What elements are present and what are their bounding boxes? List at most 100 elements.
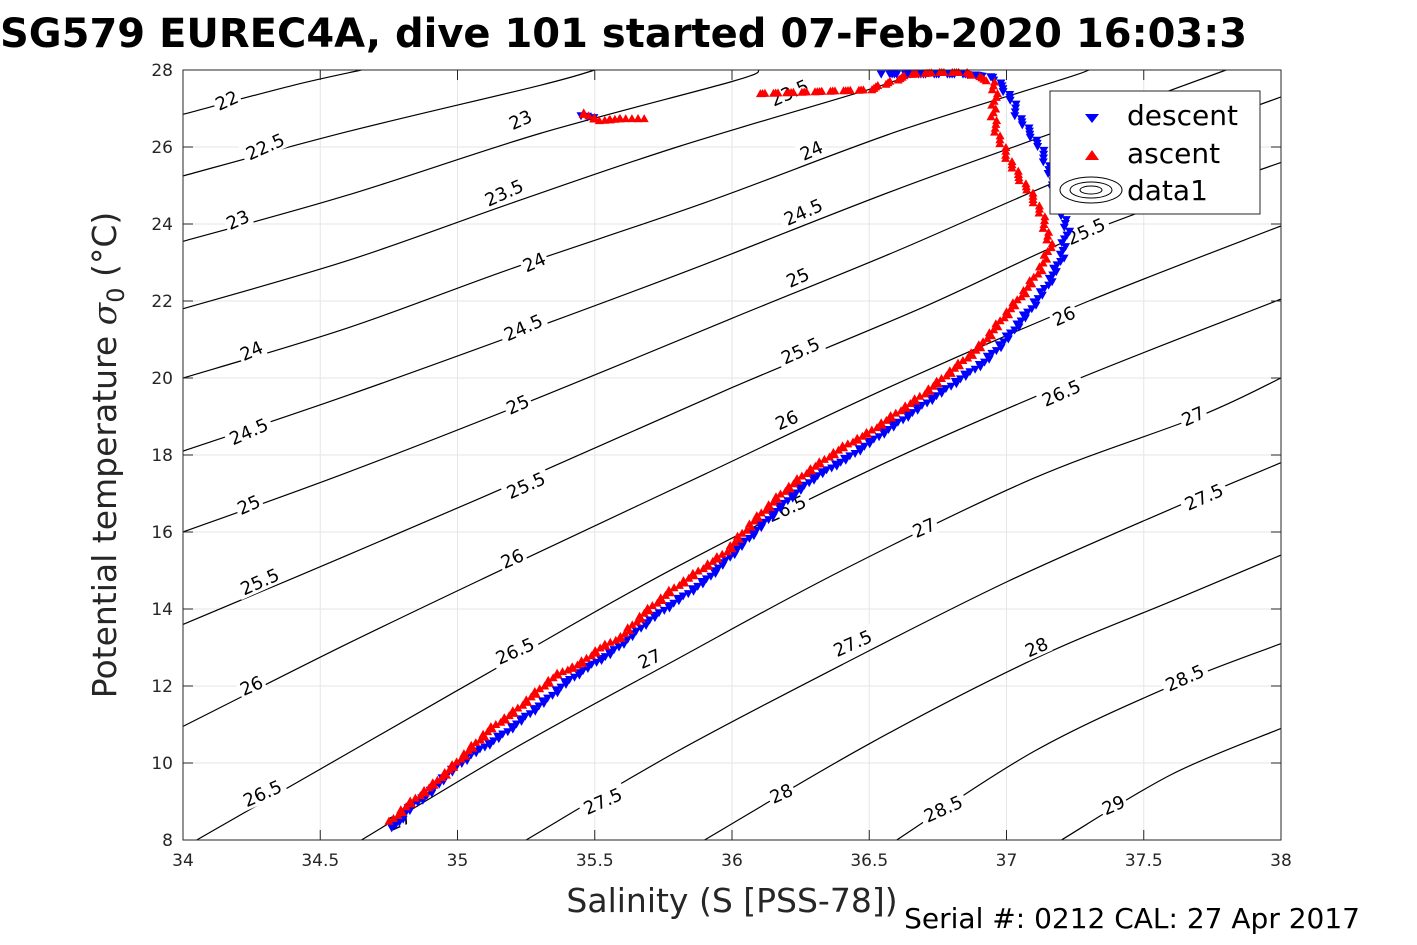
ascent-marker — [708, 556, 718, 565]
y-tick-label: 10 — [151, 754, 173, 774]
descent-marker — [744, 534, 754, 543]
ascent-marker — [915, 391, 925, 400]
ascent-marker — [496, 717, 506, 726]
descent-marker — [922, 399, 932, 408]
descent-marker — [822, 466, 832, 475]
descent-marker — [551, 686, 561, 695]
ascent-marker — [615, 114, 624, 123]
ascent-marker — [1019, 286, 1028, 294]
ascent-marker — [419, 785, 429, 794]
ascent-marker — [518, 700, 528, 709]
ascent-marker — [828, 447, 838, 456]
descent-marker — [631, 627, 641, 636]
descent-marker — [493, 732, 503, 741]
descent-marker — [783, 497, 793, 506]
descent-marker — [1006, 329, 1015, 338]
y-tick-label: 8 — [162, 831, 173, 851]
ascent-marker — [396, 805, 406, 814]
ascent-marker — [688, 568, 698, 577]
ascent-marker — [755, 89, 765, 98]
descent-marker — [645, 616, 655, 625]
descent-marker — [600, 653, 610, 662]
ascent-marker — [932, 376, 942, 385]
ascent-marker — [1007, 157, 1017, 166]
ascent-marker — [974, 340, 984, 349]
isopycnal-label-bg — [499, 465, 552, 504]
descent-marker — [965, 368, 975, 377]
descent-marker — [609, 646, 619, 655]
ascent-marker — [789, 479, 799, 488]
ascent-marker — [814, 457, 824, 466]
ascent-marker — [995, 131, 1005, 140]
ascent-marker — [737, 528, 747, 537]
ascent-marker — [989, 325, 999, 334]
descent-marker — [874, 433, 884, 442]
ascent-marker — [669, 583, 679, 592]
isopycnal-label-bg — [238, 127, 291, 165]
descent-marker — [480, 743, 490, 752]
descent-marker — [831, 460, 841, 469]
descent-marker — [669, 599, 679, 608]
ascent-marker — [802, 469, 812, 477]
ascent-marker — [999, 313, 1009, 322]
ascent-marker — [627, 620, 637, 629]
ascent-marker — [941, 371, 951, 380]
ascent-marker — [499, 713, 509, 722]
y-tick-label: 16 — [151, 523, 173, 543]
ascent-marker — [661, 590, 670, 599]
ascent-marker — [744, 519, 754, 528]
isopycnal-label-bg — [236, 773, 289, 812]
ascent-marker — [424, 783, 434, 792]
descent-marker — [595, 655, 605, 663]
ascent-marker — [1008, 298, 1018, 307]
ascent-marker — [742, 525, 752, 534]
descent-marker — [614, 643, 624, 652]
x-tick-label: 38 — [1270, 851, 1292, 871]
ascent-marker — [623, 623, 633, 632]
isopycnal-line-22 — [182, 69, 362, 115]
descent-marker — [941, 385, 951, 394]
descent-marker — [982, 352, 992, 361]
ascent-marker — [825, 452, 834, 461]
ascent-marker — [587, 651, 596, 660]
descent-marker — [1005, 91, 1015, 99]
descent-marker — [850, 450, 860, 458]
descent-marker — [659, 606, 669, 615]
ascent-marker — [993, 89, 1002, 98]
ascent-marker — [867, 425, 877, 434]
ascent-marker — [978, 337, 988, 346]
ascent-marker — [761, 505, 771, 514]
isopycnal-label-bg — [632, 643, 666, 673]
descent-marker — [693, 582, 703, 591]
x-tick-label: 35.5 — [576, 851, 614, 871]
descent-marker — [636, 624, 646, 633]
descent-marker — [885, 70, 895, 79]
isopycnal-label-bg — [1158, 658, 1211, 697]
descent-marker — [1032, 136, 1042, 145]
y-axis-ticks: 8 10 12 14 16 18 20 22 24 26 28 — [151, 61, 1281, 851]
ascent-marker — [415, 791, 425, 800]
ascent-marker — [543, 675, 553, 684]
descent-marker — [578, 667, 588, 676]
isopycnal-label-bg — [232, 489, 265, 519]
ascent-marker — [1016, 292, 1026, 301]
y-tick-label: 14 — [151, 600, 173, 620]
descent-marker — [512, 720, 521, 729]
ascent-marker — [1002, 307, 1011, 316]
descent-marker — [534, 702, 544, 711]
y-axis-label-subscript: 0 — [102, 287, 130, 302]
ascent-marker — [466, 740, 476, 749]
x-tick-label: 34.5 — [301, 851, 339, 871]
descent-marker — [764, 516, 774, 525]
ascent-marker — [627, 114, 637, 123]
ascent-marker — [1028, 188, 1038, 197]
descent-marker — [1024, 124, 1034, 133]
ascent-marker — [647, 601, 657, 610]
descent-marker — [1012, 320, 1022, 329]
ascent-marker — [725, 541, 735, 550]
ascent-marker — [966, 348, 976, 357]
isopycnal-line-23 — [182, 69, 760, 242]
ascent-marker — [810, 461, 820, 470]
ascent-marker — [384, 816, 394, 825]
ascent-marker — [664, 585, 674, 594]
